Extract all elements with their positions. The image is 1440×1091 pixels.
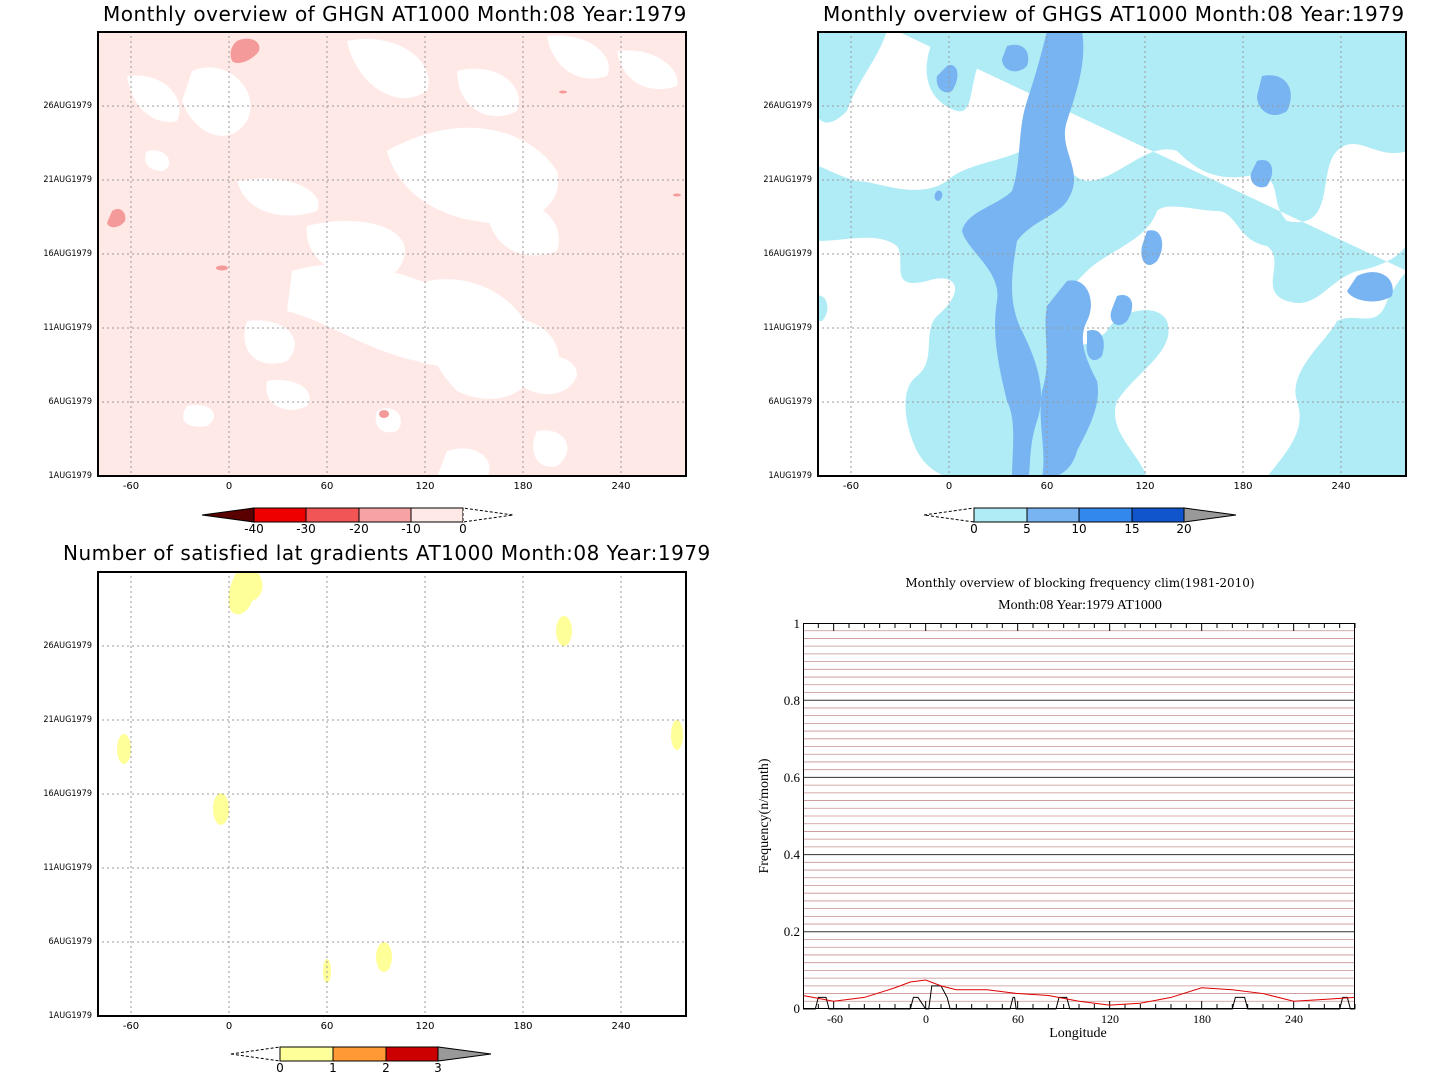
ghgs-ytick: 26AUG1979 xyxy=(763,101,812,111)
sat-cb-label: 2 xyxy=(382,1061,390,1075)
ghgn-xtick: 240 xyxy=(611,481,631,492)
sat-ytick: 6AUG1979 xyxy=(48,937,93,947)
ghgn-cb-label: -40 xyxy=(244,522,264,536)
ghgs-ytick: 11AUG1979 xyxy=(763,323,812,333)
freq-ytick: 1 xyxy=(793,616,801,631)
ghgs-cb-label: 5 xyxy=(1023,522,1031,536)
ghgn-white-areas xyxy=(127,35,678,477)
freq-title: Monthly overview of blocking frequency c… xyxy=(905,576,1255,590)
ghgs-xtick: 60 xyxy=(1040,481,1054,492)
ghgn-ytick: 21AUG1979 xyxy=(43,175,92,185)
ghgn-ytick: 1AUG1979 xyxy=(48,471,93,481)
ghgs-ytick: 16AUG1979 xyxy=(763,249,812,259)
ghgs-cb-label: 0 xyxy=(970,522,978,536)
ghgs-cb-label: 10 xyxy=(1071,522,1087,536)
freq-xtick: -60 xyxy=(827,1012,843,1026)
freq-ytick: 0.8 xyxy=(783,693,800,708)
sat-colorbar xyxy=(230,1046,492,1062)
ghgn-ytick: 6AUG1979 xyxy=(48,397,93,407)
sat-xtick: 0 xyxy=(225,1021,233,1032)
freq-ylabel: Frequency(n/month) xyxy=(757,758,772,874)
ghgs-ytick: 21AUG1979 xyxy=(763,175,812,185)
ghgs-ytick: 6AUG1979 xyxy=(768,397,813,407)
sat-grid xyxy=(97,571,687,1017)
freq-ytick: 0.4 xyxy=(783,847,800,862)
sat-ytick: 26AUG1979 xyxy=(43,641,92,651)
ghgs-xtick: 180 xyxy=(1233,481,1253,492)
ghgn-xtick: 120 xyxy=(415,481,435,492)
freq-xtick: 240 xyxy=(1285,1012,1303,1026)
ghgs-title: Monthly overview of GHGS AT1000 Month:08… xyxy=(823,2,1405,26)
ghgn-xtick: -60 xyxy=(122,481,140,492)
ghgn-title: Monthly overview of GHGN AT1000 Month:08… xyxy=(103,2,687,26)
ghgn-cb-label: -20 xyxy=(349,522,369,536)
ghgs-mid-areas xyxy=(934,31,1393,477)
ghgn-grid xyxy=(97,31,687,477)
ghgs-plot xyxy=(817,31,1407,477)
sat-ytick: 16AUG1979 xyxy=(43,789,92,799)
sat-xtick: 240 xyxy=(611,1021,631,1032)
ghgn-ytick: 11AUG1979 xyxy=(43,323,92,333)
ghgn-xtick: 180 xyxy=(513,481,533,492)
ghgs-cb-label: 20 xyxy=(1176,522,1192,536)
sat-cb-label: 1 xyxy=(329,1061,337,1075)
ghgn-ytick: 26AUG1979 xyxy=(43,101,92,111)
freq-subtitle: Month:08 Year:1979 AT1000 xyxy=(998,598,1162,613)
sat-cb-label: 0 xyxy=(276,1061,284,1075)
sat-title: Number of satisfied lat gradients AT1000… xyxy=(63,541,711,565)
freq-series-line xyxy=(802,979,1356,1006)
sat-cb-label: 3 xyxy=(434,1061,442,1075)
ghgs-ytick: 1AUG1979 xyxy=(768,471,813,481)
ghgn-cb-label: -30 xyxy=(296,522,316,536)
ghgn-colorbar xyxy=(201,507,514,523)
ghgn-plot xyxy=(97,31,687,477)
freq-xtick: 120 xyxy=(1101,1012,1119,1026)
freq-plot xyxy=(802,623,1356,1010)
ghgn-xtick: 0 xyxy=(225,481,233,492)
sat-xtick: 60 xyxy=(320,1021,334,1032)
ghgn-cb-label: -10 xyxy=(401,522,421,536)
ghgs-cb-label: 15 xyxy=(1124,522,1140,536)
ghgs-xtick: -60 xyxy=(842,481,860,492)
freq-xlabel: Longitude xyxy=(1049,1026,1107,1041)
ghgn-ytick: 16AUG1979 xyxy=(43,249,92,259)
freq-ytick: 0.2 xyxy=(783,924,800,939)
sat-blobs xyxy=(117,571,683,983)
sat-xtick: 180 xyxy=(513,1021,533,1032)
sat-ytick: 1AUG1979 xyxy=(48,1011,93,1021)
sat-xtick: 120 xyxy=(415,1021,435,1032)
freq-xtick: 180 xyxy=(1193,1012,1211,1026)
freq-xtick: 0 xyxy=(923,1012,929,1026)
ghgn-xtick: 60 xyxy=(320,481,334,492)
ghgs-grid xyxy=(817,31,1407,477)
ghgn-patches xyxy=(107,38,681,418)
freq-xtick: 60 xyxy=(1012,1012,1024,1026)
ghgs-xtick: 240 xyxy=(1331,481,1351,492)
sat-ytick: 21AUG1979 xyxy=(43,715,92,725)
ghgs-xtick: 120 xyxy=(1135,481,1155,492)
ghgs-colorbar xyxy=(923,507,1237,523)
ghgn-cb-label: 0 xyxy=(459,522,467,536)
ghgs-xtick: 0 xyxy=(945,481,953,492)
sat-plot xyxy=(97,571,687,1017)
sat-xtick: -60 xyxy=(122,1021,140,1032)
freq-ytick: 0.6 xyxy=(783,770,800,785)
sat-ytick: 11AUG1979 xyxy=(43,863,92,873)
freq-ytick: 0 xyxy=(793,1001,801,1016)
